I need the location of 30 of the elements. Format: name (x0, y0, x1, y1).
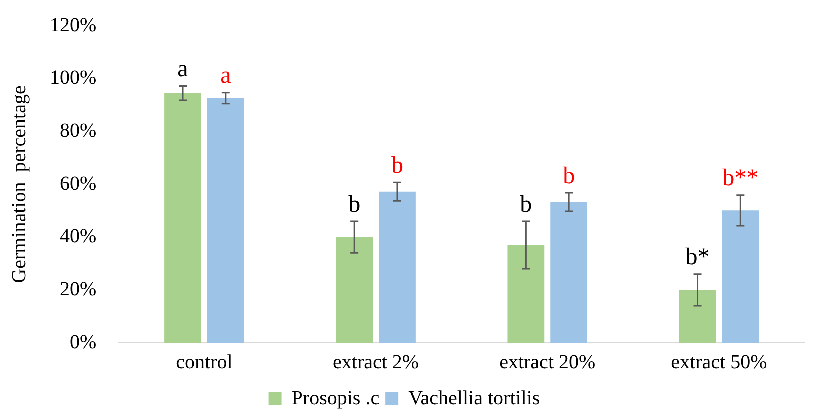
data-label: b* (686, 244, 710, 271)
data-label: b (563, 163, 576, 190)
y-tick-label: 120% (50, 14, 97, 36)
y-tick-label: 60% (60, 172, 97, 195)
data-label: b** (722, 166, 759, 192)
y-tick-label: 20% (60, 278, 97, 300)
x-tick-label: control (176, 351, 234, 374)
y-tick-label: 0% (70, 331, 97, 354)
data-label: b (348, 192, 361, 218)
bar (164, 93, 202, 343)
legend-label: Vachellia tortilis (408, 387, 540, 410)
y-tick-label: 100% (50, 67, 97, 90)
data-label: b (520, 192, 532, 218)
bar (679, 290, 716, 343)
data-label: a (178, 56, 189, 83)
bar (722, 210, 760, 343)
bar (379, 192, 416, 343)
bar (550, 202, 588, 343)
data-label: b (391, 152, 404, 179)
x-tick-label: extract 20% (500, 351, 596, 374)
x-tick-label: extract 2% (333, 351, 420, 374)
bar (508, 245, 545, 343)
x-tick-label: extract 50% (671, 351, 768, 374)
legend-label: Prosopis .c (292, 387, 380, 410)
y-axis-title: Germination percentage (8, 86, 30, 284)
bar (336, 237, 374, 343)
data-label: a (220, 63, 232, 90)
y-tick-label: 40% (60, 226, 97, 248)
bar (207, 98, 244, 343)
y-tick-label: 80% (60, 120, 97, 142)
